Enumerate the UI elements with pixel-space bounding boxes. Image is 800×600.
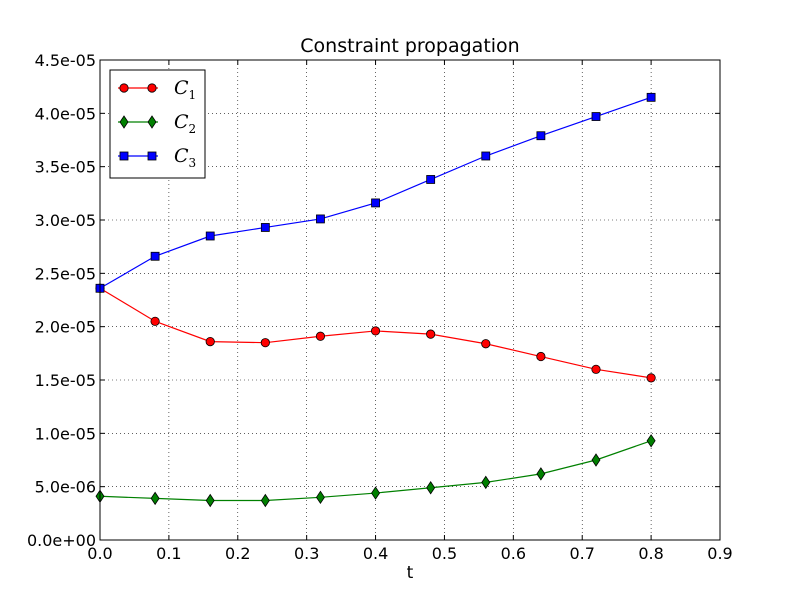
data-point <box>315 331 326 341</box>
y-tick-label: 0.0e+00 <box>27 531 96 550</box>
data-point <box>205 493 215 508</box>
data-point <box>646 373 656 383</box>
plot-frame <box>99 59 721 541</box>
legend-label: C2 <box>174 111 196 136</box>
x-tick-label: 0.3 <box>294 544 319 563</box>
data-point <box>536 467 546 481</box>
x-tick-label: 0.0 <box>87 544 112 563</box>
data-point <box>205 336 215 347</box>
data-point <box>426 175 436 184</box>
x-tick-label: 0.4 <box>363 544 388 563</box>
x-tick-label: 0.6 <box>501 544 526 563</box>
data-point <box>371 486 381 500</box>
legend-marker <box>147 115 157 129</box>
legend-marker <box>119 83 129 93</box>
data-point <box>315 490 325 505</box>
legend-item: C1 <box>118 77 196 102</box>
legend: C1 C2 C3 <box>109 69 206 179</box>
data-point <box>260 338 270 348</box>
data-point <box>536 351 546 362</box>
data-point <box>646 434 656 448</box>
legend-label: C1 <box>174 77 196 102</box>
data-point <box>646 92 656 102</box>
data-point <box>591 453 601 467</box>
legend-marker <box>119 115 129 129</box>
data-point <box>426 481 436 495</box>
x-tick-label: 0.2 <box>225 544 250 563</box>
data-point <box>426 329 436 339</box>
x-tick-label: 0.7 <box>569 544 594 563</box>
legend-marker <box>119 151 129 161</box>
y-tick-label: 4.5e-05 <box>35 51 96 70</box>
y-tick-label: 3.5e-05 <box>35 158 96 177</box>
data-point <box>371 198 380 208</box>
data-point <box>150 251 160 261</box>
data-point <box>481 339 491 349</box>
data-point <box>260 493 270 508</box>
data-point <box>150 316 160 326</box>
chart-title: Constraint propagation <box>300 35 519 57</box>
legend-marker <box>147 151 157 161</box>
y-tick-label: 5.0e-06 <box>35 478 96 497</box>
legend-marker <box>147 83 157 93</box>
x-tick-label: 0.5 <box>432 544 457 563</box>
data-point <box>536 131 546 141</box>
y-tick-label: 3.0e-05 <box>35 211 96 230</box>
data-point <box>370 326 381 336</box>
x-tick-label: 0.9 <box>707 544 732 563</box>
data-point <box>205 231 215 241</box>
x-tick-label: 0.1 <box>156 544 181 563</box>
legend-label: C3 <box>174 145 196 170</box>
data-point <box>591 364 601 374</box>
x-axis-label: t <box>407 563 414 583</box>
legend-item: C3 <box>118 145 196 170</box>
data-point <box>260 223 270 232</box>
data-point <box>150 491 160 506</box>
y-tick-label: 1.0e-05 <box>35 424 96 443</box>
y-tick-label: 4.0e-05 <box>35 104 96 123</box>
y-tick-label: 1.5e-05 <box>35 371 96 390</box>
data-point <box>481 151 491 161</box>
data-point <box>481 475 491 490</box>
series-2 <box>95 434 656 508</box>
axis-ticks: 0.0 0.1 0.2 0.3 0.4 0.5 0.6 0.7 0.8 0.9 0.0e+00 5.0… <box>27 51 733 563</box>
data-point <box>316 214 325 224</box>
y-tick-label: 2.0e-05 <box>35 318 96 337</box>
data-point <box>591 112 601 121</box>
x-tick-label: 0.8 <box>638 544 663 563</box>
legend-item: C2 <box>118 111 196 136</box>
series-group <box>95 92 656 508</box>
y-tick-label: 2.5e-05 <box>35 264 96 283</box>
